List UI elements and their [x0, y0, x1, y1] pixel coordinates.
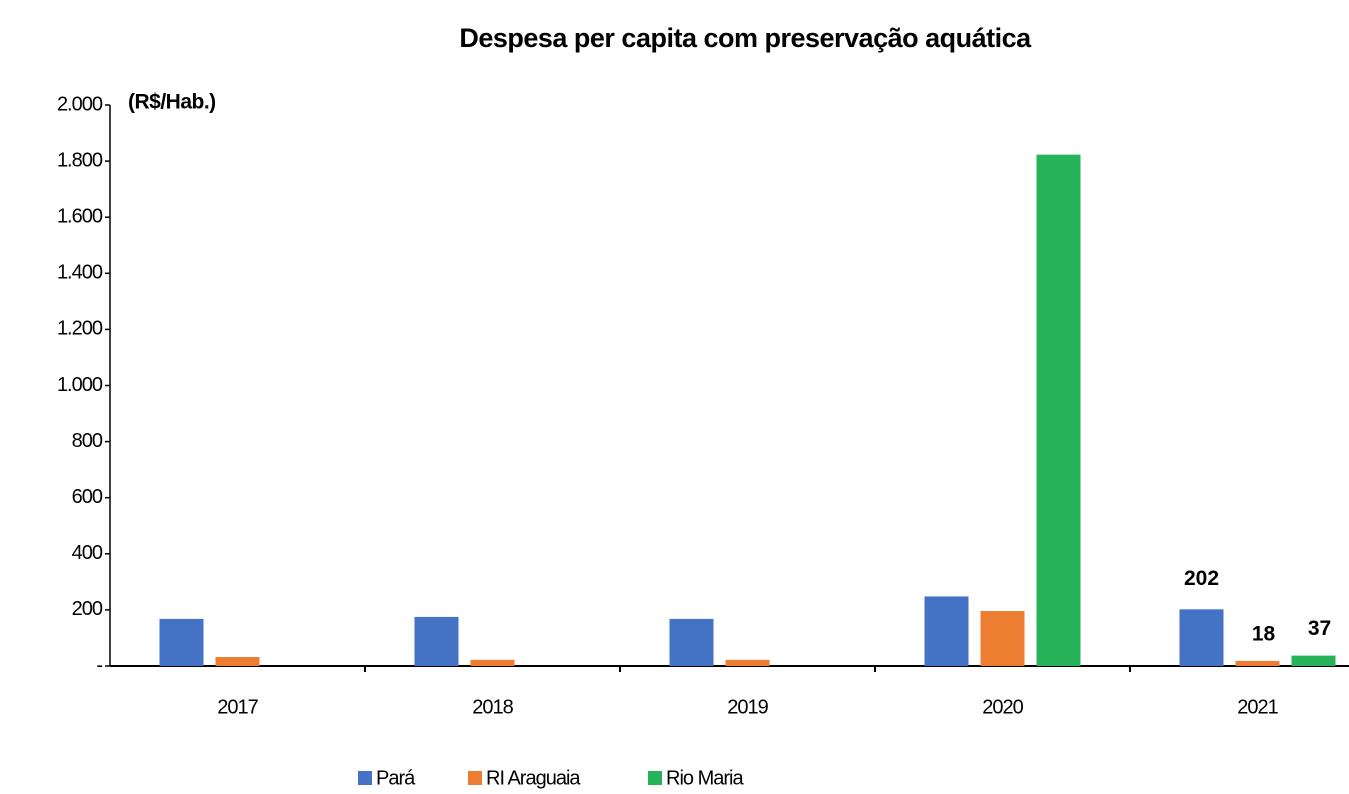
y-tick-label: 600	[72, 486, 103, 508]
y-axis-label: (R$/Hab.)	[128, 91, 216, 114]
y-tick-label: 400	[72, 542, 103, 564]
bar	[1036, 154, 1081, 666]
chart-title: Despesa per capita com preservação aquát…	[459, 23, 1032, 53]
y-tick-label: 1.800	[57, 149, 103, 171]
y-tick-label: 1.600	[57, 205, 103, 227]
x-tick-label: 2019	[727, 696, 768, 718]
data-label: 202	[1184, 567, 1219, 590]
bar	[159, 618, 204, 666]
legend-swatch	[358, 771, 372, 785]
x-tick-label: 2018	[472, 696, 513, 718]
bar	[1179, 609, 1224, 666]
bar	[414, 616, 459, 666]
y-tick-label: 1.400	[57, 262, 103, 284]
bar	[669, 618, 714, 666]
x-tick-label: 2021	[1237, 696, 1278, 718]
y-tick-label: 2.000	[57, 93, 103, 115]
legend-label: RI Araguaia	[486, 767, 581, 789]
data-label: 37	[1308, 617, 1331, 640]
data-label: 18	[1252, 622, 1276, 645]
bar	[725, 659, 770, 666]
x-tick-label: 2020	[982, 696, 1023, 718]
bar	[215, 657, 260, 666]
legend-swatch	[468, 771, 482, 785]
legend-swatch	[648, 771, 662, 785]
x-tick-label: 2017	[217, 696, 258, 718]
y-tick-label: 1.000	[57, 374, 103, 396]
y-tick-label: -	[96, 654, 102, 676]
y-tick-label: 800	[72, 430, 103, 452]
y-tick-label: 1.200	[57, 318, 103, 340]
bar	[1291, 655, 1336, 666]
y-tick-label: 200	[72, 598, 103, 620]
bar	[924, 596, 969, 666]
bar	[1235, 660, 1280, 666]
bar	[470, 659, 515, 666]
legend-label: Rio Maria	[666, 767, 744, 789]
legend-label: Pará	[376, 767, 416, 789]
bar	[980, 611, 1025, 666]
